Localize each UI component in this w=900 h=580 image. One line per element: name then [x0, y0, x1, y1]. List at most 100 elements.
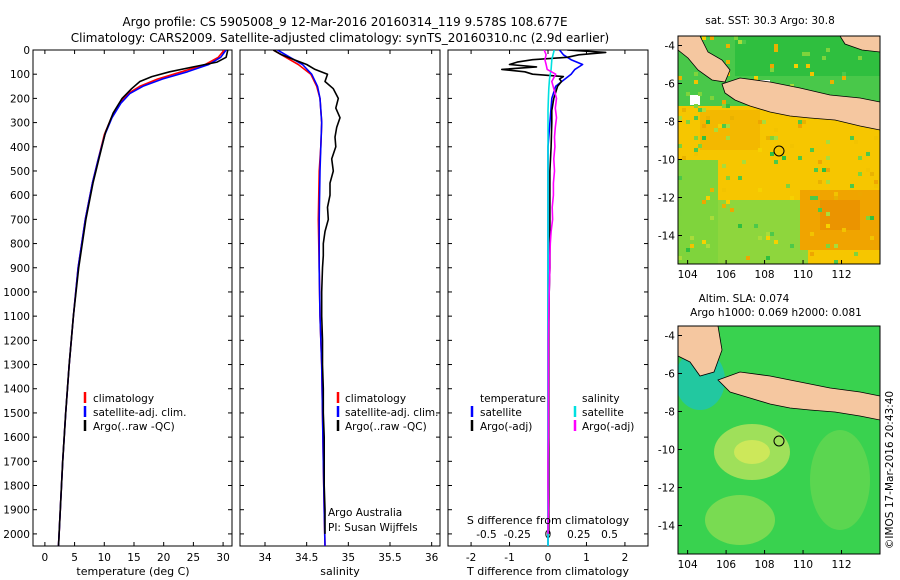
x-tick-label: 34 [258, 552, 272, 564]
lon-tick-label: 104 [678, 559, 698, 571]
x-tick-label: 0 [545, 552, 552, 564]
sst-pixel [726, 60, 730, 64]
sst-pixel [694, 148, 698, 152]
sst-pixel [826, 156, 830, 160]
sla-field [678, 326, 880, 554]
x-tick-label: 35.5 [378, 552, 401, 564]
sst-pixel [738, 224, 742, 228]
sst-pixel [834, 192, 838, 196]
s-diff-tick-label: 0.5 [601, 529, 618, 541]
lat-tick-label: -4 [665, 331, 676, 343]
legend-header-temperature: temperature [480, 393, 546, 405]
depth-tick-label: 1100 [3, 311, 30, 323]
series-line-t-argo-adj [500, 50, 607, 534]
sst-pixel [758, 148, 762, 152]
x-tick-label: 1 [583, 552, 590, 564]
lat-tick-label: -6 [665, 369, 676, 381]
lat-tick-label: -10 [658, 445, 675, 457]
legend-label-satellite: satellite-adj. clim. [93, 407, 186, 419]
series-line-t-satellite [547, 50, 584, 546]
sst-pixel [742, 160, 746, 164]
x-tick-label: 34.5 [295, 552, 318, 564]
temperature-x-axis: 0 5 10 15 20 25 30 [42, 50, 230, 564]
sst-pixel [722, 164, 726, 168]
sst-pixel [722, 204, 726, 208]
depth-tick-label: 1600 [3, 432, 30, 444]
depth-tick-label: 1800 [3, 481, 30, 493]
sst-pixel [722, 124, 726, 128]
depth-tick-label: 200 [10, 93, 30, 105]
sst-pixel [738, 40, 742, 44]
sst-pixel [818, 160, 822, 164]
sst-pixel [678, 144, 682, 148]
sst-pixel [694, 104, 698, 108]
sst-map-title: sat. SST: 30.3 Argo: 30.8 [705, 15, 835, 27]
sst-pixel [702, 36, 706, 40]
sst-pixel [746, 256, 750, 260]
sst-pixel [826, 168, 830, 172]
legend-label-argo: Argo(..raw -QC) [345, 421, 427, 433]
sst-pixel [678, 208, 682, 212]
sst-pixel [850, 136, 854, 140]
sst-pixel [774, 44, 778, 48]
sst-pixel [814, 168, 818, 172]
sst-pixel [786, 184, 790, 188]
sst-pixel [770, 64, 774, 68]
depth-tick-label: 300 [10, 118, 30, 130]
sst-pixel [874, 184, 878, 188]
sst-pixel [822, 56, 826, 60]
lat-tick-label: -10 [658, 155, 675, 167]
depth-tick-label: 1300 [3, 360, 30, 372]
depth-tick-label: 1000 [3, 287, 30, 299]
x-tick-label: 20 [157, 552, 170, 564]
sumatra-land [678, 326, 723, 377]
sst-pixel [834, 260, 838, 264]
sst-pixel [782, 156, 786, 160]
sst-pixel [730, 208, 734, 212]
sst-pixel [678, 76, 682, 80]
x-tick-label: 25 [187, 552, 200, 564]
series-line-satellite-adj-clim [277, 50, 326, 546]
series-line-s-argo-adj [543, 50, 558, 534]
lon-tick-label: 112 [832, 559, 852, 571]
depth-tick-label: 1900 [3, 505, 30, 517]
lon-tick-label: 110 [793, 559, 813, 571]
sst-pixel [730, 116, 734, 120]
sst-pixel [766, 232, 770, 236]
sst-pixel [698, 92, 702, 96]
sla-map-frame [677, 325, 881, 555]
sst-pixel [738, 176, 742, 180]
sla-map: Altim. SLA: 0.074 Argo h1000: 0.069 h200… [658, 293, 881, 571]
x-tick-label: 30 [216, 552, 229, 564]
sst-pixel [694, 136, 698, 140]
sst-pixel [710, 96, 714, 100]
sst-pixel [726, 176, 730, 180]
depth-axis: 0 100 200 300 400 500 600 700 800 900 1000 1100 1200… [3, 45, 232, 541]
sst-pixel [850, 184, 854, 188]
salinity-panel: 34 34.5 35 35.5 36 salinity climatology sate… [239, 49, 441, 578]
legend-label-climatology: climatology [93, 393, 154, 405]
sst-pixel [842, 72, 846, 76]
difference-panel: -2 -1 0 1 2 -0.5 -0.25 0 0.25 0.5 T difference f… [447, 49, 649, 578]
salinity-x-axis: 34 34.5 35 35.5 36 [258, 50, 439, 564]
sst-pixel [766, 236, 770, 240]
sst-pixel [678, 116, 682, 120]
sst-pixel [826, 140, 830, 144]
profile-location-marker [773, 145, 785, 157]
profile-location-marker [773, 435, 785, 447]
sla-map-title-line2: Argo h1000: 0.069 h2000: 0.081 [690, 307, 862, 319]
x-tick-label: 15 [127, 552, 140, 564]
sst-pixel [858, 172, 862, 176]
footer-credit: ©IMOS 17-Mar-2016 20:43:40 [884, 391, 896, 549]
sst-pixel [870, 172, 874, 176]
sst-pixel [702, 200, 706, 204]
sst-pixel [754, 224, 758, 228]
sla-map-title-line1: Altim. SLA: 0.074 [699, 293, 790, 305]
temperature-legend: climatology satellite-adj. clim. Argo(..… [83, 392, 186, 433]
sst-pixel [798, 120, 802, 124]
x-tick-label: -1 [504, 552, 514, 564]
sst-pixel [722, 104, 726, 108]
sst-pixel [774, 48, 778, 52]
sst-pixel [802, 52, 806, 56]
